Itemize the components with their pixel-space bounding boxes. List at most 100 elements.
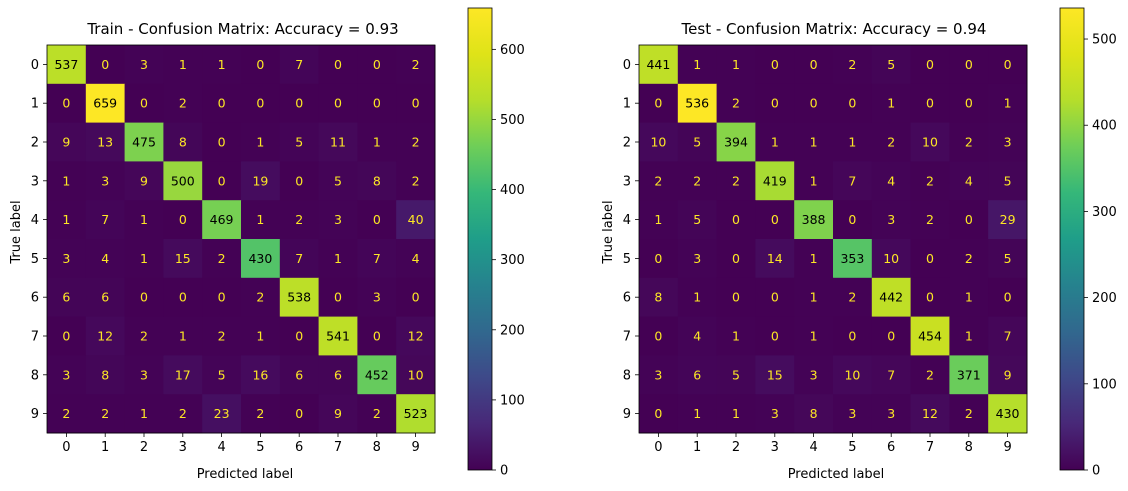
cell-value-label: 1 [256,135,264,150]
matrix-cell [910,394,950,434]
matrix-cell [794,161,834,201]
cell-value-label: 0 [218,135,226,150]
cell-value-label: 3 [771,406,779,421]
x-tick-label: 7 [334,440,342,455]
cell-value-label: 1 [965,290,973,305]
matrix-cell [396,83,436,124]
y-tick-label: 2 [623,136,631,151]
cell-value-label: 19 [252,173,268,188]
cell-value-label: 5 [887,57,895,72]
cell-value-label: 3 [101,173,109,188]
matrix-cell [47,316,87,356]
matrix-cell [124,239,164,279]
cell-value-label: 541 [326,329,350,344]
cell-value-label: 1 [693,57,701,72]
cell-value-label: 12 [922,406,938,421]
cell-value-label: 1 [810,251,818,266]
cell-value-label: 15 [767,367,783,382]
matrix-cell [85,239,126,279]
cell-value-label: 430 [996,406,1020,421]
y-axis-label: True label [601,200,616,264]
matrix-cell [202,277,242,318]
cell-value-label: 17 [175,367,191,382]
matrix-cell [871,355,912,395]
matrix-cell [202,45,242,85]
matrix-cell [47,277,87,318]
matrix-cell [202,83,242,124]
y-tick-label: 1 [31,97,39,112]
cell-value-label: 2 [732,96,740,111]
cell-value-label: 0 [926,96,934,111]
cell-value-label: 0 [771,212,779,227]
cell-value-label: 1 [810,290,818,305]
cell-value-label: 11 [330,135,346,150]
y-axis-label: True label [9,200,24,264]
cell-value-label: 5 [295,135,303,150]
cell-value-label: 3 [848,406,856,421]
cell-value-label: 353 [840,251,864,266]
cell-value-label: 0 [810,96,818,111]
matrix-cell [949,200,989,240]
cell-value-label: 2 [693,173,701,188]
matrix-cell [639,355,679,395]
matrix-cell [639,316,679,356]
cell-value-label: 15 [175,251,191,266]
matrix-cell [677,45,718,85]
matrix-cell [47,45,87,85]
matrix-cell [755,277,795,318]
cell-value-label: 0 [654,406,662,421]
train-confusion-matrix: Train - Confusion Matrix: Accuracy = 0.9… [9,7,525,482]
matrix-cell [318,161,358,201]
matrix-cell [47,355,87,395]
cell-value-label: 442 [879,290,903,305]
cell-value-label: 1 [373,135,381,150]
x-tick-label: 2 [732,440,740,455]
matrix-cell [794,239,834,279]
cell-value-label: 0 [1004,57,1012,72]
cell-value-label: 0 [140,290,148,305]
cell-value-label: 3 [334,212,342,227]
matrix-cell [318,200,358,240]
cell-value-label: 23 [214,406,230,421]
colorbar-tick-label: 100 [1092,377,1117,392]
matrix-cell [279,355,320,395]
cell-value-label: 0 [965,212,973,227]
matrix-cell [124,394,164,434]
cell-value-label: 2 [140,329,148,344]
matrix-cell [755,316,795,356]
matrix-cell [318,122,358,162]
cell-value-label: 0 [654,251,662,266]
y-tick-label: 6 [31,291,39,306]
cell-value-label: 441 [646,57,670,72]
matrix-cell [163,239,203,279]
matrix-cell [85,45,126,85]
y-tick-label: 5 [31,252,39,267]
matrix-cell [357,83,397,124]
cell-value-label: 0 [848,329,856,344]
cell-value-label: 2 [256,406,264,421]
matrix-cell [988,161,1028,201]
matrix-cell [279,122,320,162]
matrix-cell [396,316,436,356]
x-tick-label: 1 [101,440,109,455]
matrix-cell [279,394,320,434]
cell-value-label: 2 [848,57,856,72]
matrix-cell [357,200,397,240]
matrix-cell [716,394,756,434]
matrix-cell [677,83,718,124]
matrix-cell [163,394,203,434]
cell-value-label: 2 [412,135,420,150]
matrix-cell [677,239,718,279]
cell-value-label: 0 [179,290,187,305]
cell-value-label: 40 [408,212,424,227]
cell-value-label: 536 [685,96,709,111]
cell-value-label: 0 [295,173,303,188]
cell-value-label: 0 [62,329,70,344]
cell-value-label: 2 [101,406,109,421]
cell-value-label: 2 [256,290,264,305]
cell-value-label: 1 [732,329,740,344]
cell-value-label: 659 [93,96,117,111]
cell-value-label: 523 [404,406,428,421]
cell-value-label: 0 [965,57,973,72]
cell-value-label: 3 [1004,135,1012,150]
